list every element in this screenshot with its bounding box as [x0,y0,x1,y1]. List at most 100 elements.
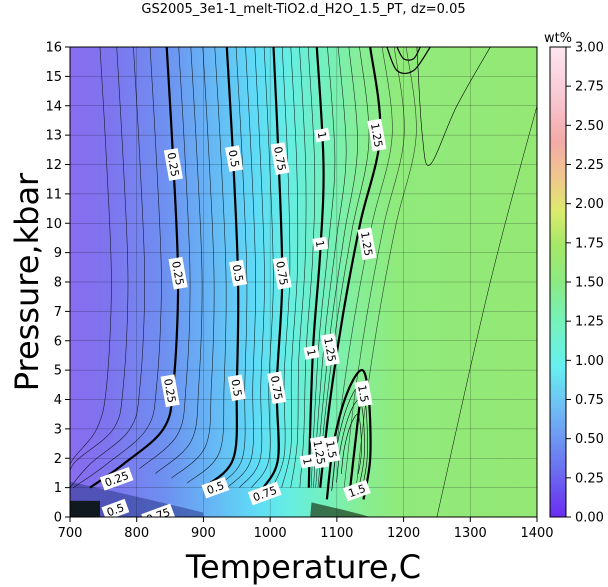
saturated-corner [70,500,101,517]
contour-line-1-5 [349,399,362,488]
minor-contour-line [310,47,336,488]
high-gradient-zone [310,502,371,517]
contour-label-text: 0.25 [161,378,178,404]
contour-label-box [247,481,282,506]
plot-area: 0.250.250.250.250.50.50.50.50.50.750.750… [69,46,538,527]
chart-title: GS2005_3e1-1_melt-TiO2.d_H2O_1.5_PT, dz=… [141,2,465,17]
minor-contour-line [171,47,215,479]
contour-label-box [160,374,180,408]
contour-label: 0.5 [201,476,230,499]
contour-label-box [267,371,287,405]
contour-label-text: 1.25 [368,122,385,148]
contour-label: 1 [314,127,331,143]
contour-label-text: 1 [313,239,327,248]
colorbar-tick-label: 1.50 [575,276,604,291]
contour-label-box [367,118,387,152]
x-tick-label: 700 [58,526,83,541]
contour-label-text: 0.5 [105,501,126,519]
contour-label-text: 1.25 [358,231,375,257]
contour-label: 1.25 [320,333,340,366]
contour-label: 1 [303,345,320,360]
colorbar-tick-label: 0.50 [575,432,604,447]
contour-label-box [357,227,377,261]
minor-contours [70,47,537,517]
contour-label: 0.75 [141,503,175,527]
y-tick-label: 12 [45,158,62,173]
colorbar-label: wt% [544,31,572,46]
contour-label: 0.25 [168,256,188,290]
contour-label-text: 0.5 [205,479,226,497]
colorbar-tick-label: 0.25 [575,471,604,486]
colorbar-tick-label: 0.75 [575,393,604,408]
y-tick-label: 7 [54,305,62,320]
contour-label-text: 1.5 [323,440,339,459]
contour-label: 1.5 [322,436,341,463]
minor-contour-line [355,47,417,488]
contour-label-box [141,503,175,517]
y-tick-label: 16 [45,41,62,56]
contour-label-box [322,436,341,463]
grid [70,47,537,517]
y-tick-label: 15 [45,70,62,85]
contour-label-box [229,259,248,287]
x-tick-label: 800 [124,526,149,541]
contour-label-text: 0.75 [145,506,172,527]
x-tick-label: 1000 [254,526,287,541]
minor-contour-line [251,47,274,488]
y-tick-label: 5 [54,364,62,379]
minor-contour-line [313,47,347,488]
colorbar-tick-label: 1.75 [575,236,604,251]
contour-label-box [270,142,290,175]
y-tick-label: 1 [54,481,62,496]
contour-labels: 0.250.250.250.250.50.50.50.50.50.750.750… [99,118,387,527]
contour-line-0-75 [262,47,284,489]
contour-label-text: 1.25 [310,439,327,465]
minor-contour-line [139,47,191,470]
contour-label-text: 0.25 [169,260,186,286]
contour-label: 0.25 [160,374,180,408]
minor-contour-line [227,47,257,488]
colorbar-tick-label: 2.25 [575,158,604,173]
minor-contour-line [281,47,299,488]
major-contours [89,47,431,500]
contour-label-text: 0.75 [268,375,285,401]
x-tick-label: 900 [191,526,216,541]
contour-label-text: 0.75 [273,260,290,286]
contour-label-text: 1.5 [355,384,371,403]
contour-label-text: 0.25 [164,151,181,177]
minor-contour-line [239,47,265,488]
minor-contour-line [315,47,358,488]
contour-label-text: 0.5 [228,378,244,397]
minor-contour-line [317,47,370,488]
y-tick-label: 10 [45,217,62,232]
x-axis-label: Temperature,C [185,548,421,586]
colorbar-tick-label: 1.00 [575,354,604,369]
colorbar-tick-label: 2.50 [575,119,604,134]
x-tick-label: 1300 [454,526,487,541]
y-tick-label: 0 [54,511,62,526]
minor-contour-line [187,47,227,484]
minor-contour-line [299,47,316,488]
contour-label: 1.25 [367,118,387,152]
y-tick-label: 6 [54,334,62,349]
contour-label-text: 1.25 [321,336,338,362]
y-tick-label: 3 [54,422,62,437]
contour-label-box [168,256,188,290]
contour-label-box [312,236,329,252]
contour-line-0-5 [202,47,240,489]
contour-ridge [396,47,421,61]
y-tick-label: 2 [54,452,62,467]
minor-contour-line [436,105,537,517]
colorbar-scale [549,46,567,518]
contour-label-box [303,345,320,360]
contour-label: 0.5 [101,498,130,519]
contour-line-1 [307,47,325,488]
contour-label: 0.75 [270,142,290,175]
contour-label-box [354,380,373,407]
y-tick-label: 11 [45,187,62,202]
x-tick-label: 1400 [520,526,553,541]
contour-label-text: 0.5 [226,149,242,168]
minor-contour-line [416,47,491,166]
